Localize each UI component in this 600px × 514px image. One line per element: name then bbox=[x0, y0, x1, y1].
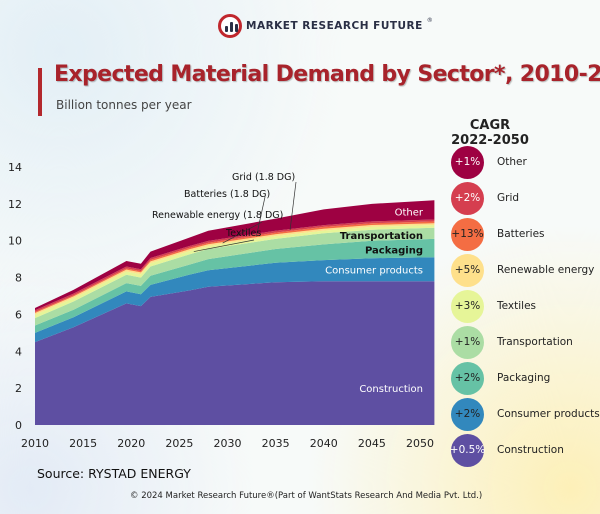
source-note: Source: RYSTAD ENERGY bbox=[37, 466, 191, 481]
area-label-consumer-products: Consumer products bbox=[325, 266, 423, 277]
area-renewable-energy bbox=[35, 223, 435, 315]
x-tick-label: 2050 bbox=[406, 437, 434, 450]
y-tick-label: 12 bbox=[8, 198, 22, 211]
legend-item-other: +1% Other bbox=[451, 144, 600, 180]
area-transportation bbox=[35, 227, 435, 326]
legend-item-batteries: +13% Batteries bbox=[451, 216, 600, 252]
area-construction bbox=[35, 281, 435, 425]
area-other bbox=[35, 200, 435, 311]
x-tick-label: 2040 bbox=[310, 437, 338, 450]
legend-heading-line1: CAGR bbox=[469, 118, 511, 133]
title-accent-bar bbox=[38, 68, 42, 116]
chart-subtitle: Billion tonnes per year bbox=[56, 98, 192, 112]
x-tick-label: 2015 bbox=[69, 437, 97, 450]
area-batteries bbox=[35, 221, 435, 313]
x-tick-label: 2010 bbox=[21, 437, 49, 450]
legend-heading: CAGR 2022-2050 bbox=[450, 118, 530, 148]
area-label-other: Other bbox=[395, 208, 424, 219]
legend-label: Textiles bbox=[497, 300, 537, 312]
brand-logo: MARKET RESEARCH FUTURE ® bbox=[218, 14, 433, 38]
legend-item-renewable-energy: +5% Renewable energy bbox=[451, 252, 600, 288]
cagr-bubble: +3% bbox=[451, 289, 484, 323]
annotation-leader-line bbox=[289, 181, 297, 231]
legend-label: Grid bbox=[497, 192, 520, 204]
annotation-leader-line bbox=[256, 196, 266, 237]
legend-label: Construction bbox=[497, 444, 564, 456]
cagr-bubble: +13% bbox=[451, 217, 484, 251]
area-layers bbox=[35, 200, 435, 425]
annotation-leader-line bbox=[222, 221, 263, 244]
copyright-note: © 2024 Market Research Future®(Part of W… bbox=[130, 491, 483, 501]
y-tick-label: 0 bbox=[15, 419, 22, 432]
area-packaging bbox=[35, 238, 435, 333]
cagr-bubble: +2% bbox=[451, 181, 484, 215]
area-label-construction: Construction bbox=[359, 384, 423, 395]
y-tick-label: 6 bbox=[15, 308, 22, 321]
y-tick-label: 4 bbox=[15, 345, 22, 358]
area-grid bbox=[35, 219, 435, 313]
x-tick-label: 2030 bbox=[214, 437, 242, 450]
x-tick-label: 2035 bbox=[262, 437, 290, 450]
legend-label: Packaging bbox=[497, 372, 551, 384]
x-axis-ticks: 2010 2015 2020 2025 2030 2035 2040 2045 2050 bbox=[21, 437, 434, 450]
legend-label: Batteries bbox=[497, 228, 545, 240]
legend-item-construction: +0.5% Construction bbox=[450, 432, 600, 468]
annotation-label: Textiles bbox=[225, 228, 261, 239]
legend-label: Renewable energy bbox=[497, 264, 595, 276]
area-label-packaging: Packaging bbox=[365, 245, 423, 256]
area-label-transportation: Transportation bbox=[340, 231, 423, 242]
cagr-bubble: +1% bbox=[451, 145, 484, 179]
x-tick-label: 2045 bbox=[358, 437, 386, 450]
annotations: Grid (1.8 DG) Batteries (1.8 DG) Renewable… bbox=[152, 172, 297, 252]
annotation-label: Grid (1.8 DG) bbox=[232, 172, 295, 183]
cagr-bubble: +2% bbox=[451, 397, 484, 431]
cagr-bubble: +0.5% bbox=[450, 433, 485, 467]
legend-heading-line2: 2022-2050 bbox=[451, 133, 529, 148]
y-tick-label: 14 bbox=[8, 161, 22, 174]
legend-label: Other bbox=[497, 156, 527, 168]
legend-label: Consumer products bbox=[497, 408, 600, 420]
area-labels: Other Transportation Packaging Consumer pro… bbox=[325, 208, 424, 395]
cagr-legend: +1% Other +2% Grid +13% Batteries +5% Renewable… bbox=[450, 144, 600, 468]
magnifier-chart-icon bbox=[218, 14, 242, 38]
annotation-leader-line bbox=[193, 239, 255, 252]
legend-item-packaging: +2% Packaging bbox=[451, 360, 600, 396]
y-tick-label: 2 bbox=[15, 382, 22, 395]
x-tick-label: 2025 bbox=[165, 437, 193, 450]
cagr-bubble: +1% bbox=[451, 325, 484, 359]
legend-item-consumer-products: +2% Consumer products bbox=[451, 396, 600, 432]
y-tick-label: 10 bbox=[8, 235, 22, 248]
cagr-bubble: +5% bbox=[451, 253, 484, 287]
area-consumer-products bbox=[35, 257, 435, 343]
legend-item-grid: +2% Grid bbox=[451, 180, 600, 216]
y-axis-ticks: 0 2 4 6 8 10 12 14 bbox=[8, 161, 22, 432]
logo-text: MARKET RESEARCH FUTURE bbox=[246, 20, 423, 32]
x-tick-label: 2020 bbox=[117, 437, 145, 450]
annotation-label: Batteries (1.8 DG) bbox=[184, 189, 270, 200]
registered-mark: ® bbox=[426, 16, 433, 24]
legend-item-textiles: +3% Textiles bbox=[451, 288, 600, 324]
legend-label: Transportation bbox=[497, 336, 573, 348]
legend-item-transportation: +1% Transportation bbox=[451, 324, 600, 360]
annotation-label: Renewable energy (1.8 DG) bbox=[152, 210, 283, 221]
y-tick-label: 8 bbox=[15, 272, 22, 285]
chart-title: Expected Material Demand by Sector*, 201… bbox=[54, 62, 600, 87]
cagr-bubble: +2% bbox=[451, 361, 484, 395]
